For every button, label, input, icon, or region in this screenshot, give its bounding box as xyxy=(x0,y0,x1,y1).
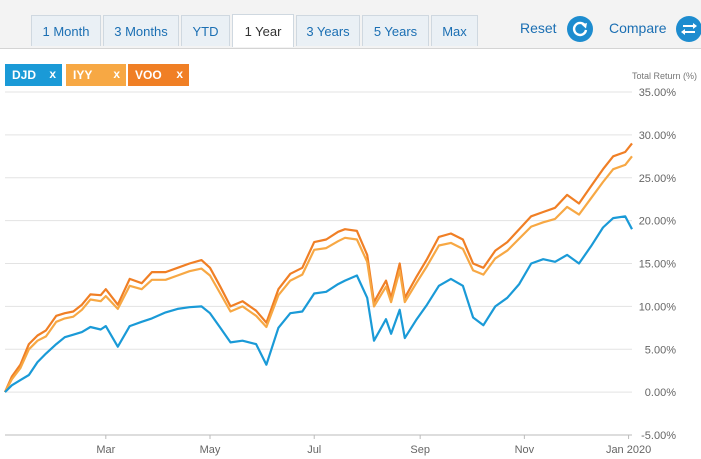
compare-link[interactable]: Compare xyxy=(609,20,667,36)
tab-3-years[interactable]: 3 Years xyxy=(296,15,360,46)
y-tick-label: 15.00% xyxy=(639,259,677,271)
legend-chip-djd: DJD x xyxy=(5,64,62,86)
gridlines xyxy=(5,91,632,436)
x-axis-ticks: Mar May Jul Sep Nov Jan 2020 xyxy=(96,435,651,456)
reset-icon[interactable] xyxy=(567,16,593,42)
legend-label-iyy: IYY xyxy=(73,68,93,82)
y-tick-label: 0.00% xyxy=(645,387,676,399)
tab-1-month[interactable]: 1 Month xyxy=(31,15,101,46)
y-tick-label: 20.00% xyxy=(639,216,677,228)
tab-1-year[interactable]: 1 Year xyxy=(232,14,294,47)
tab-3-months[interactable]: 3 Months xyxy=(103,15,179,46)
series-line-voo xyxy=(3,142,633,393)
range-tab-bar: 1 Month 3 Months YTD 1 Year 3 Years 5 Ye… xyxy=(0,0,701,49)
y-axis-ticks: 35.00% 30.00% 25.00% 20.00% 15.00% 10.00% 5.00… xyxy=(639,87,677,442)
y-tick-label: 10.00% xyxy=(639,301,677,313)
series-line-iyy xyxy=(4,155,633,393)
legend-chip-voo: VOO x xyxy=(128,64,189,86)
series-lines xyxy=(3,142,633,393)
remove-voo-button[interactable]: x xyxy=(176,67,183,81)
tab-5-years[interactable]: 5 Years xyxy=(362,15,429,46)
remove-iyy-button[interactable]: x xyxy=(113,67,120,81)
legend-chip-iyy: IYY x xyxy=(66,64,126,86)
x-tick-label: Nov xyxy=(515,444,535,456)
remove-djd-button[interactable]: x xyxy=(49,67,56,81)
y-tick-label: -5.00% xyxy=(641,430,676,442)
reset-link[interactable]: Reset xyxy=(520,20,557,36)
x-tick-label: Jan 2020 xyxy=(606,444,651,456)
legend-label-djd: DJD xyxy=(12,68,37,82)
tab-ytd[interactable]: YTD xyxy=(181,15,230,46)
x-tick-label: Sep xyxy=(410,444,430,456)
series-line-djd xyxy=(4,215,633,393)
y-axis-title: Total Return (%) xyxy=(632,71,697,81)
tab-max[interactable]: Max xyxy=(431,15,478,46)
y-tick-label: 5.00% xyxy=(645,344,676,356)
legend-label-voo: VOO xyxy=(135,68,162,82)
y-tick-label: 25.00% xyxy=(639,173,677,185)
x-tick-label: May xyxy=(200,444,221,456)
y-tick-label: 30.00% xyxy=(639,130,677,142)
compare-arrows-icon[interactable] xyxy=(676,16,701,42)
x-tick-label: Mar xyxy=(96,444,115,456)
x-tick-label: Jul xyxy=(307,444,321,456)
y-tick-label: 35.00% xyxy=(639,87,677,99)
